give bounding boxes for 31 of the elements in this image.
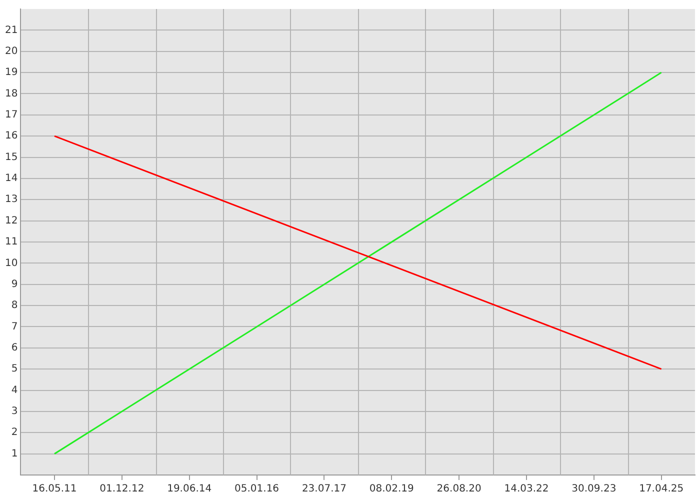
y-tick-label: 7 (11, 321, 18, 332)
y-tick-label: 2 (11, 427, 18, 438)
y-tick-label: 12 (4, 215, 18, 226)
y-tick-label: 16 (4, 130, 18, 142)
x-tick-label: 08.02.19 (369, 484, 414, 495)
y-tick-label: 10 (4, 258, 18, 269)
y-tick-label: 15 (4, 152, 18, 163)
y-tick-label: 9 (11, 278, 18, 290)
x-tick-label: 23.07.17 (302, 484, 346, 495)
x-tick-label: 26.08.20 (436, 484, 482, 495)
y-tick-label: 13 (4, 194, 18, 206)
x-tick-label: 17.04.25 (639, 484, 684, 495)
y-tick-label: 21 (4, 24, 18, 36)
y-tick-label: 17 (4, 110, 18, 121)
y-tick-label: 19 (4, 67, 18, 78)
x-tick-label: 19.06.14 (167, 484, 212, 495)
y-tick-label: 1 (11, 448, 18, 460)
y-tick-label: 3 (11, 406, 18, 418)
y-tick-label: 8 (11, 300, 18, 312)
x-tick-label: 30.09.23 (572, 484, 616, 495)
x-tick-label: 01.12.12 (100, 484, 144, 495)
x-tick-label: 16.05.11 (32, 484, 77, 495)
y-tick-label: 4 (11, 384, 18, 396)
y-tick-label: 18 (4, 88, 18, 100)
y-tick-label: 11 (4, 236, 18, 248)
x-tick-label: 14.03.22 (504, 484, 549, 495)
y-tick-label: 5 (11, 364, 18, 375)
x-tick-label: 05.01.16 (234, 484, 280, 495)
y-tick-label: 20 (4, 46, 18, 57)
y-tick-label: 6 (11, 342, 18, 354)
y-tick-label: 14 (4, 173, 18, 184)
